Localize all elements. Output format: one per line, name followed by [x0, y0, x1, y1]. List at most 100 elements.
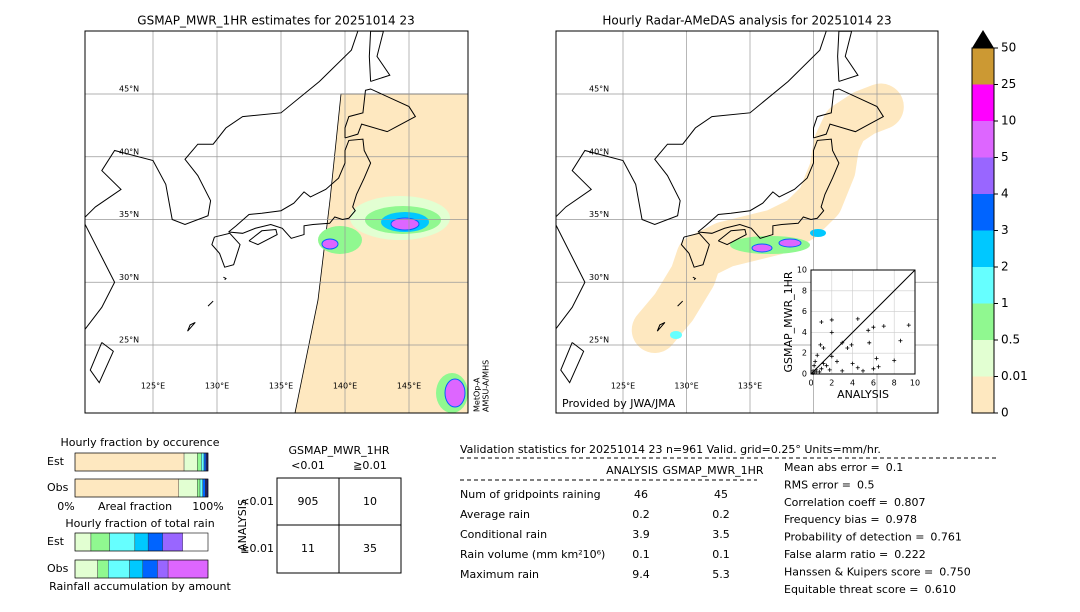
- lat-label: 45°N: [589, 85, 609, 94]
- coastline: [207, 300, 214, 307]
- axis-label: Areal fraction: [98, 500, 172, 513]
- bar-segment: [162, 532, 183, 552]
- x-tick-label: 0: [808, 379, 813, 388]
- bar-frame: [74, 452, 209, 472]
- bar-segment: [183, 452, 198, 472]
- stat-value: 3.5: [712, 528, 730, 541]
- panel-title: Hourly fraction of total rain: [65, 517, 214, 530]
- point: [850, 361, 855, 366]
- lat-label: 40°N: [589, 147, 609, 156]
- point: [866, 328, 871, 333]
- bar-segment: [74, 532, 92, 552]
- point: [861, 368, 865, 373]
- score-value: 0.750: [939, 565, 971, 578]
- lon-label: 140°E: [333, 382, 357, 391]
- coastline: [560, 342, 585, 384]
- stat-value: 0.2: [632, 508, 650, 521]
- y-tick-label: 10: [797, 266, 807, 275]
- colorbar-label: 10: [1001, 114, 1016, 128]
- lat-label: 40°N: [119, 147, 139, 156]
- stat-value: 0.1: [632, 548, 650, 561]
- panel-title: Hourly fraction by occurence: [61, 436, 220, 449]
- rain-area: [751, 243, 773, 253]
- cell-value: 11: [301, 542, 315, 555]
- y-tick-label: 0: [802, 370, 807, 379]
- lon-label: 130°E: [674, 382, 698, 391]
- score-value: 0.5: [857, 478, 875, 491]
- col-header: GSMAP_MWR_1HR: [662, 464, 763, 477]
- colorbar-label: 0.5: [1001, 333, 1020, 347]
- colorbar-segment: [972, 230, 994, 267]
- bar-segment: [167, 559, 209, 579]
- coastline: [248, 229, 278, 246]
- rain-area: [444, 378, 466, 408]
- table-title: GSMAP_MWR_1HR: [288, 444, 389, 457]
- colorbar-label: 50: [1001, 41, 1016, 55]
- x-tick-label: 4: [850, 379, 855, 388]
- score-label: Probability of detection =: [784, 531, 924, 544]
- point: [906, 323, 911, 328]
- row-label: Est: [47, 455, 65, 468]
- bar-segment: [157, 559, 169, 579]
- row-label: <0.01: [240, 495, 274, 508]
- scatter-frame: [810, 269, 916, 375]
- row-title: ANALYSIS: [236, 499, 249, 551]
- colorbar-extension: [972, 30, 994, 48]
- point: [819, 366, 824, 371]
- stat-value: 9.4: [632, 568, 650, 581]
- coastline: [697, 138, 840, 239]
- map-overlay: 45°N 40°N 35°N 30°N 25°N 125°E 130°E 135°E 140°E…: [84, 30, 939, 414]
- coastline: [692, 276, 697, 281]
- point: [829, 330, 834, 335]
- bar-segment: [109, 532, 136, 552]
- lon-label: 130°E: [205, 382, 229, 391]
- bar-frame: [74, 559, 209, 579]
- stat-value: 5.3: [712, 568, 730, 581]
- row-label: ≧0.01: [240, 542, 274, 555]
- coastline: [187, 321, 196, 332]
- rain-area: [321, 238, 339, 250]
- coastline: [223, 276, 227, 281]
- bar-segment: [205, 478, 209, 498]
- x-tick-label: 2: [829, 379, 834, 388]
- diagonal: [810, 269, 916, 375]
- lat-label: 35°N: [119, 210, 139, 219]
- colorbar-label: 3: [1001, 223, 1009, 237]
- bar-segment: [108, 559, 130, 579]
- point: [867, 340, 872, 345]
- bar-segment: [201, 452, 205, 472]
- lat-label: 25°N: [589, 336, 609, 345]
- point: [840, 368, 845, 373]
- axis-label: 100%: [192, 500, 223, 513]
- colorbar-segment: [972, 194, 994, 231]
- rain-area: [390, 217, 420, 231]
- cell-value: 10: [363, 495, 377, 508]
- bar-segment: [74, 478, 179, 498]
- point: [821, 361, 826, 366]
- point: [814, 369, 819, 374]
- bar-frame: [74, 478, 209, 498]
- lon-label: 135°E: [269, 382, 293, 391]
- point: [815, 353, 820, 358]
- bar-segment: [197, 452, 202, 472]
- col-header: ANALYSIS: [606, 464, 658, 477]
- colorbar-label: 0: [1001, 406, 1009, 420]
- stat-value: 3.9: [632, 528, 650, 541]
- row-label: Est: [47, 535, 65, 548]
- score-value: 0.978: [886, 513, 918, 526]
- colorbar-segment: [972, 84, 994, 121]
- coastline: [211, 232, 241, 268]
- colorbar-segment: [972, 267, 994, 304]
- bar-segment: [142, 559, 158, 579]
- colorbar-label: 0.01: [1001, 369, 1028, 383]
- bar-segment: [199, 478, 203, 498]
- bar-segment: [90, 532, 110, 552]
- axis-label: 0%: [57, 500, 74, 513]
- coastline: [344, 88, 417, 139]
- colorbar-segment: [972, 157, 994, 194]
- point: [871, 325, 876, 330]
- point: [829, 354, 834, 359]
- stat-value: 45: [714, 488, 728, 501]
- bar-segment: [74, 452, 185, 472]
- colorbar-label: 4: [1001, 187, 1009, 201]
